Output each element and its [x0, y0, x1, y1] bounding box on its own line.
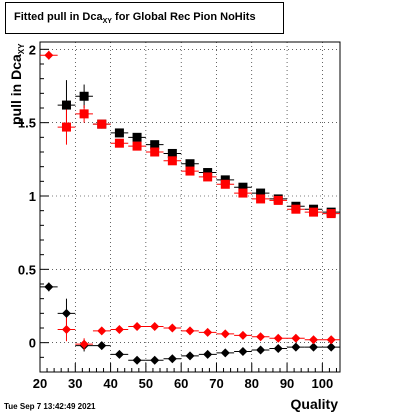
x-tick-label: 60	[174, 376, 188, 391]
data-point-square	[238, 188, 248, 198]
data-point-diamond	[132, 355, 142, 365]
chart-title-subscript: XY	[102, 18, 112, 25]
data-point-diamond	[291, 342, 301, 352]
data-point-diamond	[203, 327, 213, 337]
data-point-diamond	[150, 322, 160, 332]
data-point-diamond	[44, 50, 54, 60]
data-point-diamond	[97, 341, 107, 351]
data-point-diamond	[256, 332, 266, 342]
data-point-diamond	[61, 308, 71, 318]
x-tick-label: 70	[209, 376, 223, 391]
x-tick-label: 20	[33, 376, 47, 391]
data-point-diamond	[132, 322, 142, 332]
data-point-square	[203, 172, 213, 182]
data-point-square	[220, 179, 230, 189]
data-point-square	[61, 100, 71, 110]
data-point-diamond	[44, 282, 54, 292]
x-tick-label: 30	[68, 376, 82, 391]
y-tick-label: 1.5	[18, 116, 36, 131]
data-point-diamond	[114, 349, 124, 359]
data-point-square	[185, 166, 195, 176]
y-tick-label: 0.5	[18, 262, 36, 277]
y-tick-label: 2	[29, 42, 36, 57]
data-point-square	[114, 128, 124, 138]
chart-title-main: Fitted pull in Dca	[14, 11, 103, 23]
data-point-diamond	[185, 326, 195, 336]
data-point-square	[167, 148, 177, 158]
data-point-square	[79, 91, 89, 101]
data-point-diamond	[291, 333, 301, 343]
data-point-square	[61, 122, 71, 132]
data-point-diamond	[167, 323, 177, 333]
datestamp: Tue Sep 7 13:42:49 2021	[4, 402, 96, 411]
data-point-diamond	[114, 324, 124, 334]
data-point-diamond	[61, 324, 71, 334]
data-point-square	[79, 109, 89, 119]
data-point-diamond	[220, 329, 230, 339]
data-point-diamond	[97, 326, 107, 336]
data-point-square	[132, 132, 142, 142]
data-point-diamond	[309, 342, 319, 352]
data-point-diamond	[326, 335, 336, 345]
chart-title: Fitted pull in DcaXY for Global Rec Pion…	[14, 11, 256, 25]
y-axis-label: pull in DcaXY	[8, 44, 26, 125]
data-point-square	[256, 188, 266, 198]
data-point-square	[185, 159, 195, 169]
data-point-square	[150, 147, 160, 157]
data-point-diamond	[256, 345, 266, 355]
data-point-diamond	[203, 349, 213, 359]
data-point-diamond	[79, 339, 89, 349]
data-point-diamond	[167, 354, 177, 364]
data-point-square	[326, 209, 336, 219]
data-point-square	[114, 138, 124, 148]
x-tick-label: 100	[312, 376, 334, 391]
y-axis-label-main: pull in Dca	[8, 54, 24, 125]
data-point-square	[238, 182, 248, 192]
data-point-diamond	[309, 335, 319, 345]
data-point-square	[132, 141, 142, 151]
data-point-diamond	[326, 342, 336, 352]
data-point-diamond	[238, 330, 248, 340]
data-point-square	[167, 156, 177, 166]
data-point-square	[273, 195, 283, 205]
chart-title-box: Fitted pull in DcaXY for Global Rec Pion…	[5, 2, 284, 34]
data-point-diamond	[273, 333, 283, 343]
x-axis-label: Quality	[290, 396, 338, 412]
data-point-square	[150, 140, 160, 150]
plot-frame	[39, 41, 341, 373]
data-point-diamond	[185, 351, 195, 361]
y-axis-label-subscript: XY	[17, 43, 26, 55]
data-point-square	[97, 119, 107, 129]
data-point-square	[256, 194, 266, 204]
x-tick-label: 40	[103, 376, 117, 391]
chart-title-suffix: for Global Rec Pion NoHits	[111, 11, 256, 23]
data-point-diamond	[273, 344, 283, 354]
data-point-square	[309, 207, 319, 217]
y-tick-label: 1	[29, 189, 36, 204]
x-tick-label: 90	[280, 376, 294, 391]
x-tick-label: 50	[139, 376, 153, 391]
data-point-diamond	[238, 346, 248, 356]
y-tick-label: 0	[29, 336, 36, 351]
data-point-square	[291, 204, 301, 214]
data-point-diamond	[150, 355, 160, 365]
x-tick-label: 80	[245, 376, 259, 391]
data-point-diamond	[220, 348, 230, 358]
